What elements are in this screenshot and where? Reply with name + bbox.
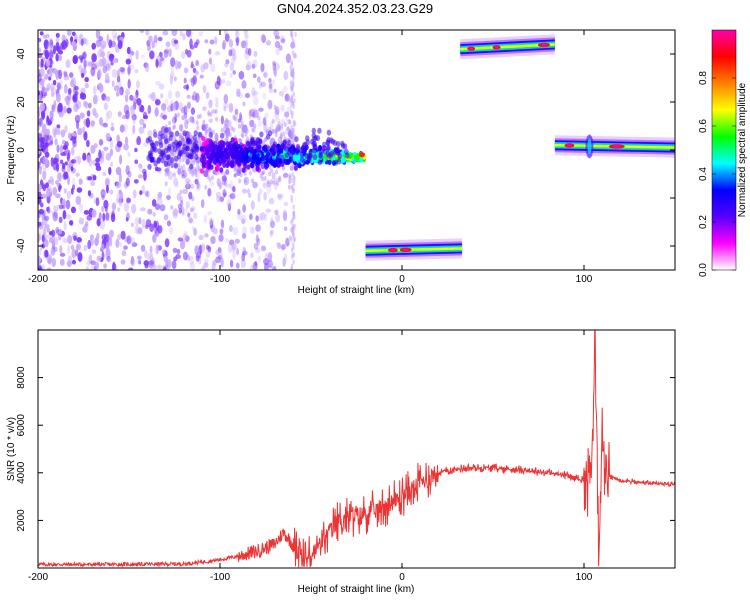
x-tick-label: 0 [399,274,405,285]
y-tick-label: -40 [16,238,27,253]
spectrogram-central-band [145,127,367,174]
snr-y-axis-label: SNR (10 * v/v) [6,417,17,481]
y-tick-label: 8000 [16,366,27,389]
spectrogram-noise-region [38,30,298,270]
spectrogram-right-band [554,135,675,158]
chart-title: GN04.2024.352.03.23.G29 [276,1,434,16]
colorbar: 0.0 0.2 0.4 0.6 0.8 Normalized spectral ampl… [698,29,748,277]
spectrogram-upper-band [460,34,555,60]
y-tick-label: 20 [16,96,27,108]
colorbar-tick-label: 0.2 [698,215,709,229]
spectrogram-right-disturbance [585,134,594,159]
x-tick-label: 0 [399,572,405,583]
x-tick-label: -100 [210,274,230,285]
colorbar-tick-label: 0.0 [698,263,709,277]
y-tick-label: 40 [16,48,27,60]
colorbar-label: Normalized spectral amplitude [737,82,748,217]
spectrogram-lower-band [365,238,463,261]
snr-frame [37,329,676,569]
snr-x-axis-label: Height of straight line (km) [298,584,415,595]
snr-series-line [38,330,675,568]
snr-panel: -200 -100 0 100 2000 4000 6000 8000 Height of s… [6,329,676,595]
x-tick-label: 100 [576,274,593,285]
x-tick-label: -200 [28,572,48,583]
spectrogram-y-axis-label: Frequency (Hz) [6,116,17,185]
colorbar-tick-label: 0.6 [698,119,709,133]
y-tick-label: 2000 [16,509,27,532]
spectrogram-x-axis-label: Height of straight line (km) [298,285,415,296]
y-tick-label: 4000 [16,461,27,484]
x-tick-label: 100 [576,572,593,583]
y-tick-label: -20 [16,190,27,205]
colorbar-tick-label: 0.8 [698,71,709,85]
y-tick-label: 6000 [16,414,27,437]
colorbar-tick-label: 0.4 [698,167,709,181]
y-tick-label: 0 [16,147,27,153]
colorbar-gradient [712,30,736,270]
spectrogram-heatmap [38,30,675,270]
x-tick-label: -100 [210,572,230,583]
x-tick-label: -200 [28,274,48,285]
